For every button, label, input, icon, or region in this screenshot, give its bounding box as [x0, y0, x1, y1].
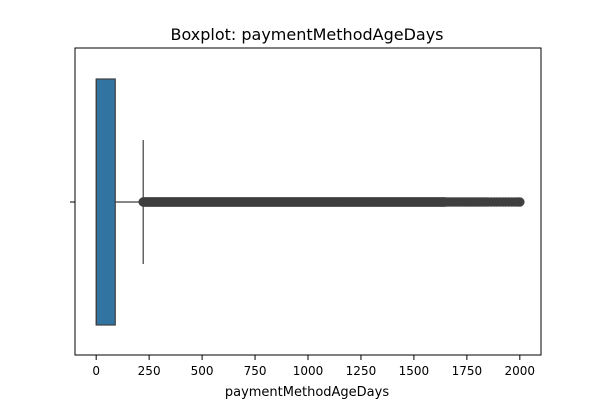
x-tick-label: 1000 [293, 364, 324, 378]
x-tick-label: 750 [244, 364, 267, 378]
x-tick-label: 1500 [399, 364, 430, 378]
x-axis: 0 250 500 750 1000 1250 1500 1750 2000 [92, 355, 535, 378]
iqr-box [95, 78, 116, 326]
x-tick-label: 250 [138, 364, 161, 378]
box-element [95, 78, 144, 326]
x-tick-label: 500 [191, 364, 214, 378]
x-axis-label: paymentMethodAgeDays [225, 385, 389, 400]
x-tick-label: 1750 [452, 364, 483, 378]
x-tick-label: 1250 [346, 364, 377, 378]
x-tick-label: 0 [92, 364, 100, 378]
x-tick-label: 2000 [505, 364, 536, 378]
chart-title: Boxplot: paymentMethodAgeDays [170, 25, 443, 44]
outlier-points [138, 197, 525, 207]
outlier-point [515, 197, 525, 207]
